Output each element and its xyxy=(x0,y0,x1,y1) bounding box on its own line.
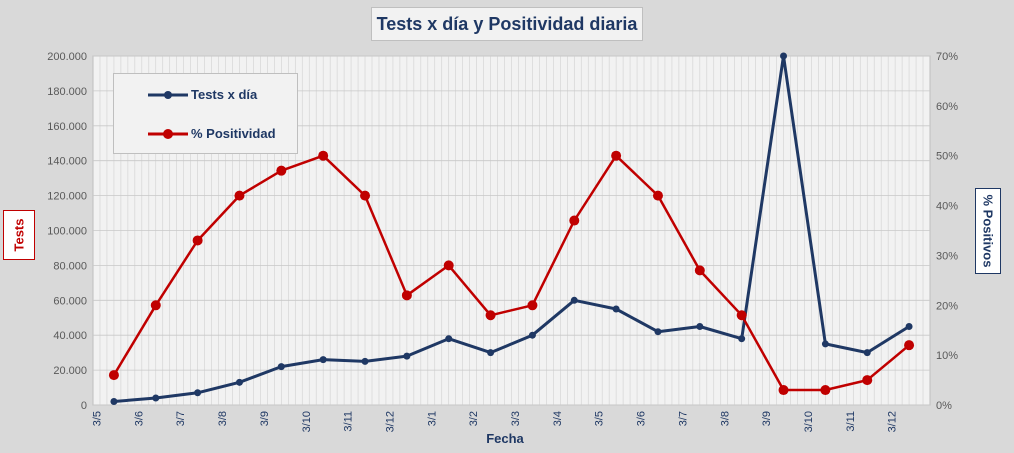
legend-swatch-positividad xyxy=(148,129,188,139)
data-point-tests xyxy=(194,389,202,397)
y-right-tick-label: 0% xyxy=(936,400,952,412)
x-axis-title: Fecha xyxy=(486,431,524,446)
data-point-tests xyxy=(277,363,285,371)
x-tick-label: 3/3 xyxy=(510,411,522,426)
x-tick-label: 3/11 xyxy=(845,411,857,432)
data-point-positividad xyxy=(862,375,873,386)
data-point-tests xyxy=(487,349,495,357)
x-tick-label: 3/8 xyxy=(719,411,731,426)
y-left-tick-label: 120.000 xyxy=(47,191,87,203)
legend-item-positividad: % Positividad xyxy=(114,123,297,145)
data-point-tests xyxy=(235,378,243,386)
legend-label-positividad: % Positividad xyxy=(191,126,276,141)
y-right-tick-label: 40% xyxy=(936,201,958,213)
y-left-tick-label: 20.000 xyxy=(53,365,87,377)
x-tick-label: 3/2 xyxy=(468,411,480,426)
data-point-positividad xyxy=(192,235,203,246)
data-point-positividad xyxy=(611,150,622,161)
y-right-tick-label: 20% xyxy=(936,300,958,312)
legend-label-tests: Tests x día xyxy=(191,87,258,102)
data-point-tests xyxy=(738,335,746,343)
data-point-positividad xyxy=(820,385,831,396)
x-tick-label: 3/7 xyxy=(677,411,689,426)
x-tick-label: 3/9 xyxy=(761,411,773,426)
data-point-positividad xyxy=(694,265,705,276)
data-point-positividad xyxy=(569,215,580,226)
y-left-tick-label: 200.000 xyxy=(47,51,87,63)
data-point-tests xyxy=(361,357,369,365)
left-axis-title-box: Tests xyxy=(3,210,35,260)
x-tick-label: 3/7 xyxy=(175,411,187,426)
data-point-positividad xyxy=(401,290,412,301)
data-point-positividad xyxy=(736,310,747,321)
x-tick-label: 3/8 xyxy=(217,411,229,426)
data-point-positividad xyxy=(360,190,371,201)
y-right-tick-label: 50% xyxy=(936,151,958,163)
y-right-tick-label: 60% xyxy=(936,101,958,113)
data-point-tests xyxy=(821,340,829,348)
y-left-tick-label: 40.000 xyxy=(53,330,87,342)
y-left-tick-label: 80.000 xyxy=(53,260,87,272)
x-tick-label: 3/12 xyxy=(384,411,396,432)
chart-title: Tests x día y Positividad diaria xyxy=(371,7,643,41)
y-left-tick-label: 0 xyxy=(81,400,87,412)
legend: Tests x día % Positividad xyxy=(113,73,298,154)
data-point-positividad xyxy=(485,310,496,321)
x-tick-label: 3/10 xyxy=(301,411,313,432)
y-left-tick-label: 180.000 xyxy=(47,86,87,98)
data-point-positividad xyxy=(150,300,161,311)
data-point-tests xyxy=(570,296,578,304)
x-tick-label: 3/6 xyxy=(636,411,648,426)
data-point-positividad xyxy=(904,340,915,351)
data-point-positividad xyxy=(318,150,329,161)
x-tick-label: 3/4 xyxy=(552,411,564,426)
data-point-tests xyxy=(445,335,453,343)
data-point-tests xyxy=(654,328,662,336)
data-point-tests xyxy=(403,352,411,360)
data-point-tests xyxy=(528,331,536,339)
x-tick-label: 3/9 xyxy=(259,411,271,426)
x-tick-label: 3/5 xyxy=(92,411,104,426)
right-axis-title: % Positivos xyxy=(980,194,996,268)
data-point-tests xyxy=(780,52,788,60)
series-line-positividad xyxy=(112,154,910,392)
y-left-tick-label: 60.000 xyxy=(53,295,87,307)
legend-item-tests: Tests x día xyxy=(114,84,297,106)
data-point-positividad xyxy=(108,370,119,381)
x-tick-label: 3/6 xyxy=(133,411,145,426)
series-line-tests xyxy=(113,54,910,403)
data-point-positividad xyxy=(652,190,663,201)
x-tick-label: 3/10 xyxy=(803,411,815,432)
y-left-tick-label: 140.000 xyxy=(47,156,87,168)
y-right-tick-label: 10% xyxy=(936,350,958,362)
data-point-tests xyxy=(863,349,871,357)
data-point-tests xyxy=(905,322,913,330)
y-right-tick-label: 70% xyxy=(936,51,958,63)
y-left-tick-label: 100.000 xyxy=(47,226,87,238)
data-point-positividad xyxy=(234,190,245,201)
data-point-positividad xyxy=(443,260,454,271)
left-axis-title: Tests xyxy=(11,218,27,252)
x-tick-label: 3/11 xyxy=(343,411,355,432)
data-point-tests xyxy=(612,305,620,313)
data-point-positividad xyxy=(778,385,789,396)
data-point-positividad xyxy=(527,300,538,311)
y-left-tick-label: 160.000 xyxy=(47,121,87,133)
x-tick-label: 3/1 xyxy=(426,411,438,426)
y-right-tick-label: 30% xyxy=(936,250,958,262)
x-tick-label: 3/5 xyxy=(594,411,606,426)
data-point-tests xyxy=(696,322,704,330)
x-tick-label: 3/12 xyxy=(887,411,899,432)
data-point-tests xyxy=(152,394,160,402)
data-point-positividad xyxy=(276,165,287,176)
legend-swatch-tests xyxy=(148,91,188,99)
data-point-tests xyxy=(110,398,118,406)
data-point-tests xyxy=(319,356,327,364)
right-axis-title-box: % Positivos xyxy=(975,188,1001,274)
